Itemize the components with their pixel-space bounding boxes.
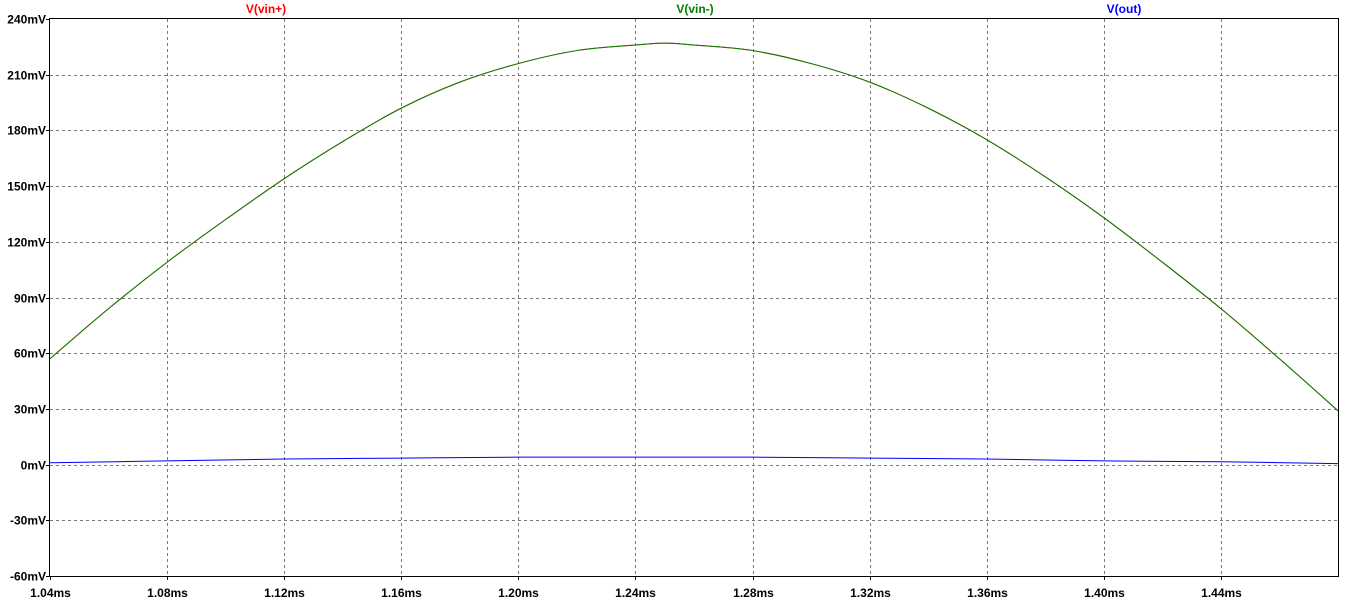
- x-tick-label: 1.04ms: [30, 586, 71, 600]
- y-tick-label: 0mV: [21, 459, 46, 473]
- legend-vin-plus[interactable]: V(vin+): [246, 2, 286, 16]
- x-tick-label: 1.12ms: [264, 586, 305, 600]
- y-tick-label: 90mV: [14, 292, 46, 306]
- y-tick-label: 150mV: [7, 180, 46, 194]
- y-axis-labels: 240mV 210mV 180mV 150mV 120mV 90mV 60mV 30mV 0mV…: [7, 13, 46, 584]
- series-traces: [49, 42, 1339, 465]
- y-tick-label: 210mV: [7, 69, 46, 83]
- x-axis-labels: 1.04ms 1.08ms 1.12ms 1.16ms 1.20ms 1.24ms 1.28…: [30, 586, 1242, 600]
- trace-vin-plus: [49, 42, 1339, 412]
- x-tick-label: 1.20ms: [498, 586, 539, 600]
- y-tick-label: -30mV: [10, 514, 46, 528]
- y-tick-label: 30mV: [14, 403, 46, 417]
- trace-out: [49, 456, 1339, 465]
- x-tick-label: 1.24ms: [615, 586, 656, 600]
- x-tick-label: 1.32ms: [850, 586, 891, 600]
- legend-out[interactable]: V(out): [1107, 2, 1142, 16]
- tick-marks: [46, 19, 1222, 580]
- legend: V(vin+) V(vin-) V(out): [246, 2, 1142, 16]
- x-tick-label: 1.40ms: [1084, 586, 1125, 600]
- grid: [50, 19, 1338, 576]
- y-tick-label: -60mV: [10, 570, 46, 584]
- y-tick-label: 120mV: [7, 236, 46, 250]
- x-tick-label: 1.08ms: [147, 586, 188, 600]
- legend-vin-minus[interactable]: V(vin-): [676, 2, 713, 16]
- y-tick-label: 240mV: [7, 13, 46, 27]
- x-tick-label: 1.36ms: [967, 586, 1008, 600]
- plot-frame: [49, 18, 1339, 577]
- trace-vin-minus: [49, 42, 1339, 412]
- x-tick-label: 1.44ms: [1201, 586, 1242, 600]
- y-tick-label: 180mV: [7, 124, 46, 138]
- x-tick-label: 1.28ms: [733, 586, 774, 600]
- x-tick-label: 1.16ms: [381, 586, 422, 600]
- y-tick-label: 60mV: [14, 347, 46, 361]
